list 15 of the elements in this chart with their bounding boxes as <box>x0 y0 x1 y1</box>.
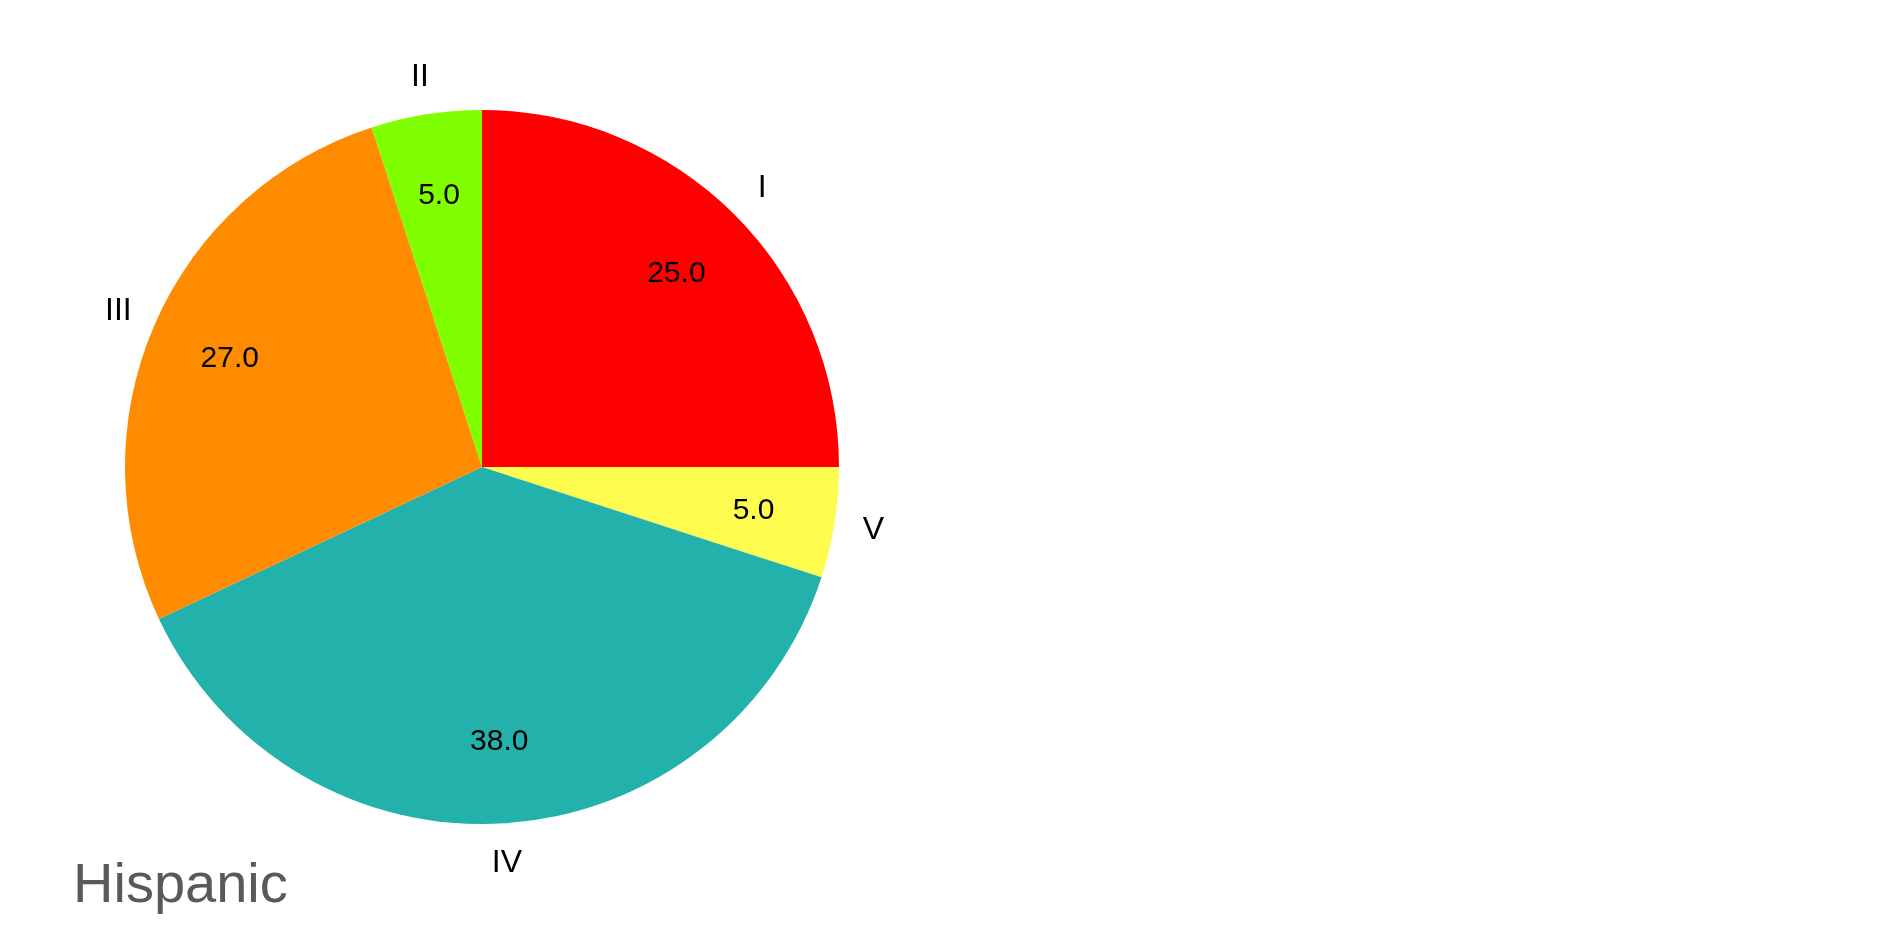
data-label: 38.0 <box>470 723 529 757</box>
slice-label: V <box>862 509 885 546</box>
slice-label: I <box>757 167 767 204</box>
pie-slice <box>158 467 822 824</box>
pie-slice <box>482 467 839 578</box>
pie-slice <box>482 110 839 467</box>
slice-label: IV <box>491 843 523 880</box>
text: Hispanic <box>73 851 288 914</box>
data-label: 5.0 <box>732 492 775 525</box>
slice-label: III <box>104 290 132 327</box>
data-label: 5.0 <box>418 177 460 211</box>
pie-slice <box>371 110 482 467</box>
data-label: 25.0 <box>647 254 706 288</box>
slice-label: II <box>411 56 429 93</box>
data-label: 27.0 <box>200 339 259 373</box>
